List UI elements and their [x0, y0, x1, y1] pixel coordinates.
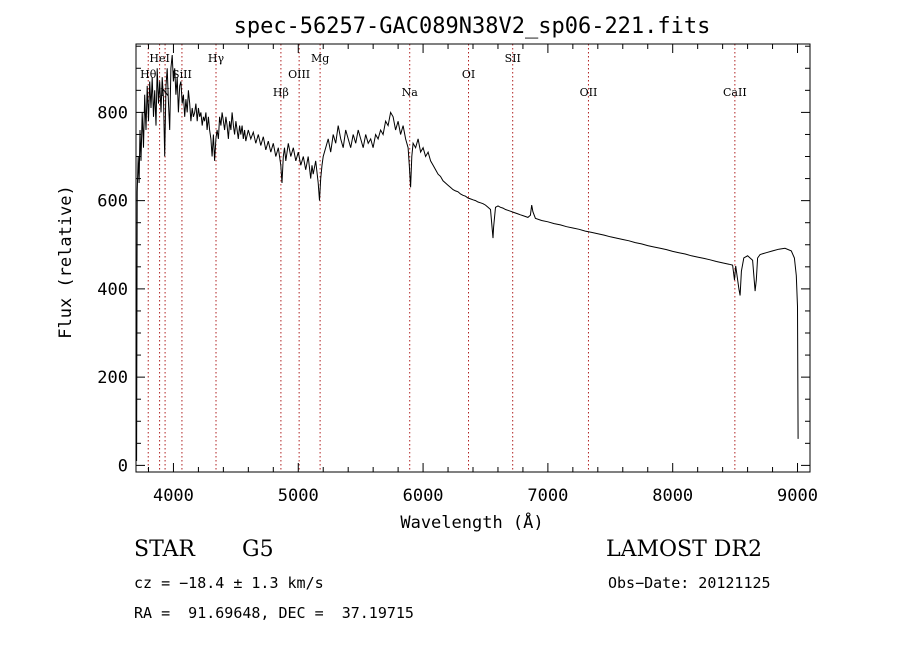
y-tick-label-3: 600 [97, 192, 128, 212]
axes: 4000 5000 6000 7000 8000 9000 0 200 400 600 800 [97, 44, 818, 506]
line-label-11: OII [580, 86, 598, 99]
plot-frame [135, 43, 811, 473]
spectrum-line [135, 54, 799, 462]
x-tick-label-1: 5000 [278, 486, 319, 506]
line-label-4: Hγ [208, 52, 225, 65]
line-label-5: Hβ [273, 86, 289, 99]
line-label-6: OIII [288, 68, 310, 81]
y-axis-label: Flux (relative) [56, 185, 76, 339]
y-tick-label-1: 200 [97, 368, 128, 388]
redshift-text: cz = −18.4 ± 1.3 km/s [134, 574, 324, 592]
line-label-9: OI [462, 68, 475, 81]
x-tick-label-3: 7000 [527, 486, 568, 506]
object-class: STAR [134, 537, 195, 562]
y-tick-label-2: 400 [97, 280, 128, 300]
x-tick-label-2: 6000 [403, 486, 444, 506]
chart-title: spec-56257-GAC089N38V2_sp06-221.fits [234, 14, 711, 39]
object-subclass: G5 [242, 537, 274, 562]
survey-name: LAMOST DR2 [606, 537, 762, 562]
x-tick-label-0: 4000 [153, 486, 194, 506]
x-tick-label-5: 9000 [777, 486, 818, 506]
line-label-8: Na [402, 86, 419, 99]
line-label-7: Mg [311, 52, 329, 65]
y-tick-label-0: 0 [118, 456, 128, 476]
x-axis-label: Wavelength (Å) [400, 511, 543, 533]
line-label-12: CaII [723, 86, 747, 99]
coordinates-text: RA = 91.69648, DEC = 37.19715 [134, 604, 414, 622]
line-label-2: N [160, 86, 170, 99]
obs-date-text: Obs−Date: 20121125 [608, 574, 771, 592]
line-label-10: SII [505, 52, 521, 65]
line-label-0: Hθ [140, 68, 157, 81]
line-label-1: HeI [149, 52, 169, 65]
x-tick-label-4: 8000 [652, 486, 693, 506]
y-tick-label-4: 800 [97, 103, 128, 123]
